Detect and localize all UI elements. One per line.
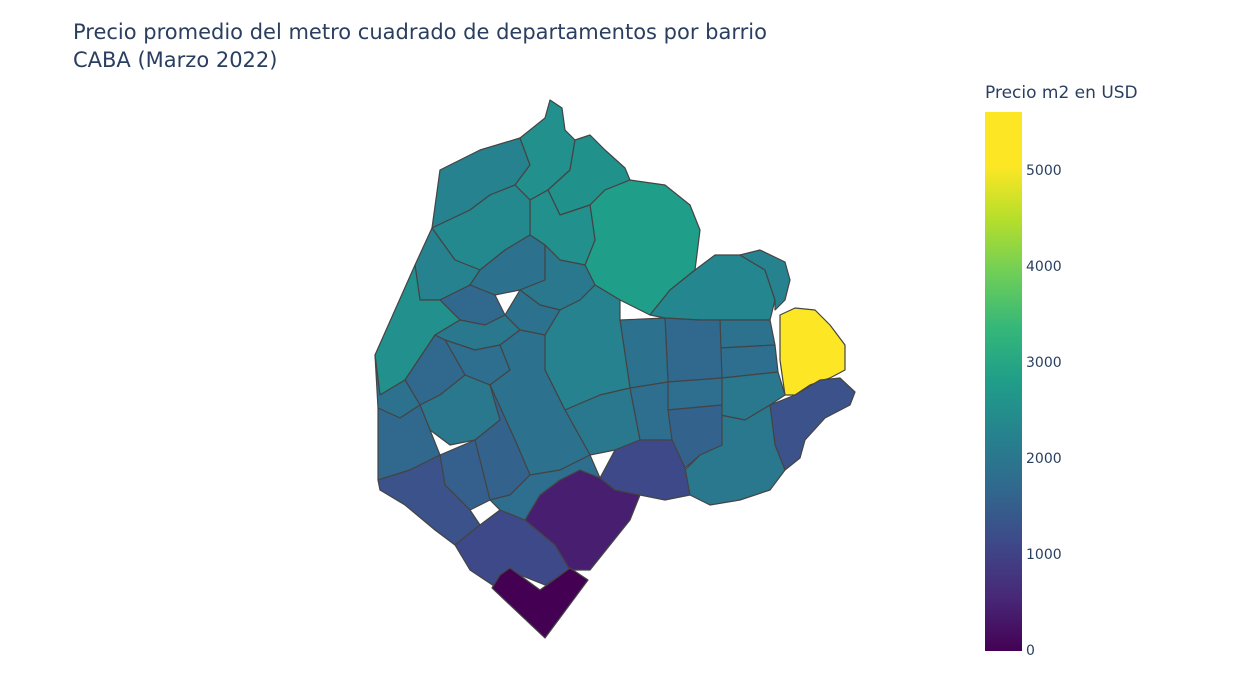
- colorbar-tick: 0: [1026, 643, 1035, 659]
- region-retiro[interactable]: [739, 249, 791, 311]
- colorbar-tick: 4000: [1026, 259, 1062, 275]
- region-balvanera[interactable]: [664, 317, 723, 383]
- colorbar-tick: 5000: [1026, 163, 1062, 179]
- colorbar-title: Precio m2 en USD: [985, 83, 1138, 103]
- region-puerto-madero[interactable]: [779, 307, 846, 396]
- region-parque-chacabuco[interactable]: [489, 454, 601, 521]
- colorbar-tick: 1000: [1026, 547, 1062, 563]
- chart-title: Precio promedio del metro cuadrado de de…: [73, 18, 767, 74]
- colorbar-gradient: [985, 112, 1022, 651]
- chart-title-line-2: CABA (Marzo 2022): [73, 48, 278, 72]
- colorbar-tick: 2000: [1026, 451, 1062, 467]
- region-villa-riachuelo[interactable]: [491, 567, 589, 639]
- chart-title-line-1: Precio promedio del metro cuadrado de de…: [73, 20, 767, 44]
- colorbar-tick: 3000: [1026, 355, 1062, 371]
- region-san-nicolas[interactable]: [719, 319, 776, 349]
